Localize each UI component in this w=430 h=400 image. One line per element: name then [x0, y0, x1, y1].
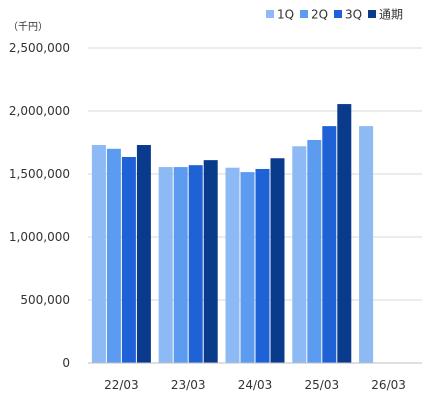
x-axis: 22/03 23/03 24/03 25/03 26/03 [104, 378, 406, 392]
unit-label: （千円） [8, 21, 48, 33]
bar-24-03-1 [225, 167, 240, 363]
y-tick-label: 500,000 [20, 293, 70, 307]
legend-swatch [368, 10, 376, 18]
y-tick-label: 2,000,000 [9, 104, 70, 118]
x-tick-label: 26/03 [371, 378, 406, 392]
bar-23-03-1 [158, 167, 173, 363]
x-tick-label: 22/03 [104, 378, 139, 392]
bar-24-03-3 [255, 168, 270, 363]
bar-23-03-4 [203, 160, 218, 363]
x-tick-label: 24/03 [238, 378, 273, 392]
legend-label: 3Q [345, 8, 362, 22]
bar-25-03-3 [322, 126, 337, 364]
bar-24-03-4 [270, 158, 285, 363]
legend-swatch [266, 10, 274, 18]
legend-swatch [334, 10, 342, 18]
legend-swatch [300, 10, 308, 18]
bar-24-03-2 [240, 172, 255, 363]
bar-22-03-3 [121, 156, 136, 363]
legend-label: 通期 [379, 8, 403, 22]
bars [91, 104, 374, 364]
bar-25-03-2 [307, 139, 322, 363]
y-axis: 0 500,000 1,000,000 1,500,000 2,000,000 2,500… [9, 41, 70, 370]
bar-25-03-1 [292, 146, 307, 363]
x-tick-label: 25/03 [305, 378, 340, 392]
y-tick-label: 0 [62, 356, 70, 370]
legend-label: 2Q [311, 8, 328, 22]
x-tick-label: 23/03 [171, 378, 206, 392]
y-tick-label: 1,500,000 [9, 167, 70, 181]
bar-25-03-4 [337, 104, 352, 363]
y-tick-label: 1,000,000 [9, 230, 70, 244]
y-tick-label: 2,500,000 [9, 41, 70, 55]
legend: 1Q 2Q 3Q 通期 [266, 8, 403, 22]
legend-label: 1Q [277, 8, 294, 22]
bar-23-03-3 [188, 165, 203, 363]
bar-23-03-2 [173, 167, 188, 363]
bar-22-03-2 [106, 148, 121, 363]
bar-22-03-1 [91, 145, 106, 363]
bar-26-03-1 [359, 126, 374, 364]
bar-22-03-4 [136, 145, 151, 363]
